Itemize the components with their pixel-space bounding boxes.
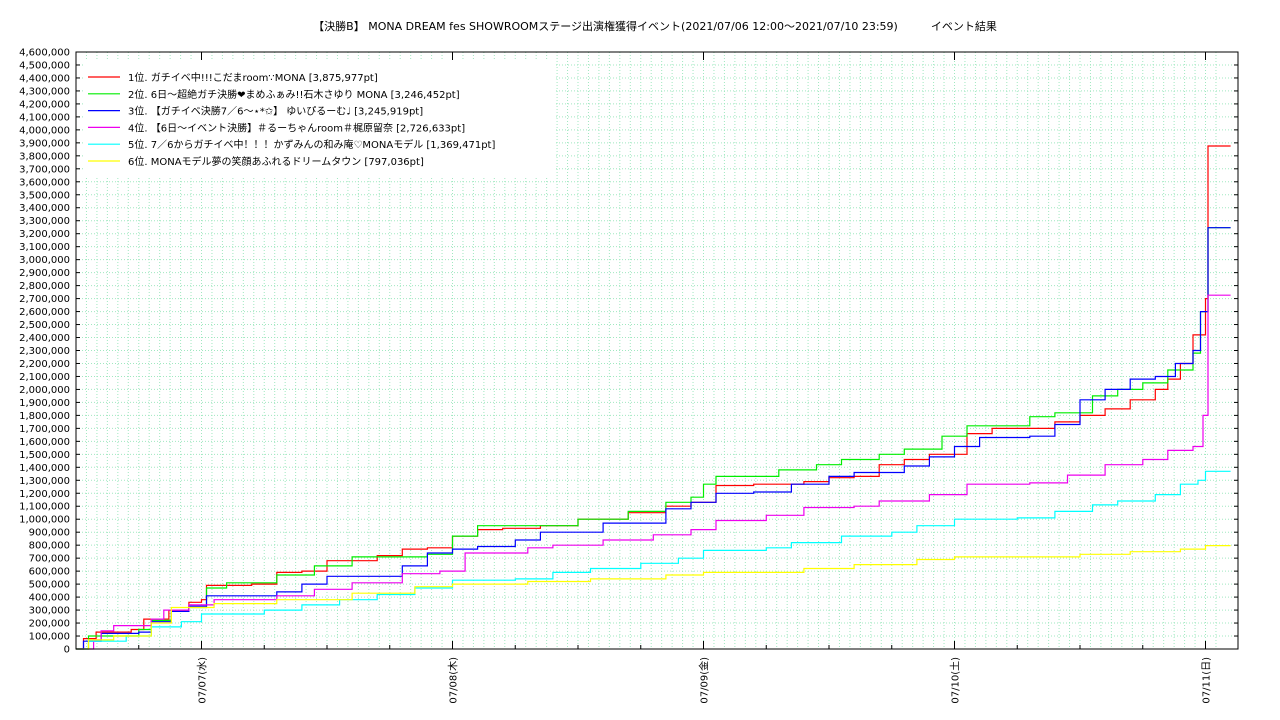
x-tick-label: 07/11(日) bbox=[1202, 657, 1213, 704]
x-tick-label: 07/09(金) bbox=[698, 657, 711, 704]
legend-entry-4: 4位. 【6日〜イベント決勝】＃るーちゃんroom＃梶原留奈 [2,726,63… bbox=[128, 121, 465, 134]
series-lines bbox=[76, 145, 1231, 650]
y-tick-label: 1,300,000 bbox=[19, 476, 70, 487]
y-tick-label: 4,000,000 bbox=[19, 125, 70, 136]
series-line-5 bbox=[76, 470, 1231, 650]
y-tick-label: 100,000 bbox=[29, 632, 70, 643]
y-tick-label: 800,000 bbox=[29, 541, 70, 552]
y-tick-label: 2,500,000 bbox=[19, 320, 70, 331]
y-tick-label: 2,400,000 bbox=[19, 333, 70, 344]
y-tick-label: 2,100,000 bbox=[19, 372, 70, 383]
series-line-3 bbox=[76, 227, 1231, 650]
legend-box bbox=[84, 60, 554, 176]
y-tick-label: 2,900,000 bbox=[19, 268, 70, 279]
legend-entry-2: 2位. 6日〜超絶ガチ決勝❤まめふぁみ!!石木さゆり MONA [3,246,4… bbox=[128, 88, 460, 101]
y-tick-label: 2,700,000 bbox=[19, 294, 70, 305]
y-tick-label: 200,000 bbox=[29, 619, 70, 630]
y-tick-label: 2,800,000 bbox=[19, 281, 70, 292]
y-tick-label: 3,700,000 bbox=[19, 164, 70, 175]
y-tick-label: 1,400,000 bbox=[19, 463, 70, 474]
y-tick-label: 2,600,000 bbox=[19, 307, 70, 318]
y-tick-label: 1,200,000 bbox=[19, 489, 70, 500]
y-tick-label: 1,000,000 bbox=[19, 515, 70, 526]
y-tick-label: 400,000 bbox=[29, 593, 70, 604]
legend-entry-3: 3位. 【ガチイベ決勝7／6〜⋆*✩】 ゆいぴるーむ♩ [3,245,919pt… bbox=[128, 105, 423, 118]
y-tick-label: 0 bbox=[64, 645, 70, 656]
y-tick-label: 3,300,000 bbox=[19, 216, 70, 227]
y-tick-label: 4,200,000 bbox=[19, 99, 70, 110]
y-tick-label: 3,200,000 bbox=[19, 229, 70, 240]
y-tick-label: 4,500,000 bbox=[19, 60, 70, 71]
y-tick-label: 2,000,000 bbox=[19, 385, 70, 396]
y-tick-label: 3,400,000 bbox=[19, 203, 70, 214]
y-tick-label: 4,400,000 bbox=[19, 73, 70, 84]
legend: 1位. ガチイベ中!!!こだまroom∵MONA [3,875,977pt] 2位… bbox=[84, 60, 554, 176]
y-tick-label: 1,700,000 bbox=[19, 424, 70, 435]
legend-entry-1: 1位. ガチイベ中!!!こだまroom∵MONA [3,875,977pt] bbox=[128, 71, 378, 84]
axes: 0 100,000 200,000 300,000 400,000 500,000 600,… bbox=[19, 48, 1238, 704]
x-tick-label: 07/10(土) bbox=[949, 657, 962, 704]
y-tick-label: 2,300,000 bbox=[19, 346, 70, 357]
y-tick-label: 4,600,000 bbox=[19, 48, 70, 59]
x-tick-label: 07/08(木) bbox=[448, 657, 460, 704]
y-tick-label: 3,000,000 bbox=[19, 255, 70, 266]
y-tick-label: 3,500,000 bbox=[19, 190, 70, 201]
y-tick-label: 1,900,000 bbox=[19, 398, 70, 409]
y-tick-label: 600,000 bbox=[29, 567, 70, 578]
legend-entry-5: 5位. 7／6からガチイベ中！！！かずみんの和み庵♡MONAモデル [1,369… bbox=[128, 138, 495, 151]
y-tick-label: 3,900,000 bbox=[19, 138, 70, 149]
legend-entry-6: 6位. MONAモデル夢の笑顔あふれるドリームタウン [797,036pt] bbox=[128, 155, 424, 168]
series-line-2 bbox=[76, 227, 1231, 650]
y-tick-label: 500,000 bbox=[29, 580, 70, 591]
series-line-4 bbox=[76, 294, 1231, 650]
y-tick-label: 1,500,000 bbox=[19, 450, 70, 461]
y-tick-label: 1,100,000 bbox=[19, 502, 70, 513]
chart-title: 【決勝B】 MONA DREAM fes SHOWROOMステージ出演権獲得イベ… bbox=[313, 19, 997, 33]
y-tick-label: 3,800,000 bbox=[19, 151, 70, 162]
y-tick-label: 2,200,000 bbox=[19, 359, 70, 370]
y-tick-label: 4,100,000 bbox=[19, 112, 70, 123]
y-tick-label: 900,000 bbox=[29, 528, 70, 539]
y-tick-label: 3,600,000 bbox=[19, 177, 70, 188]
y-tick-label: 1,600,000 bbox=[19, 437, 70, 448]
y-tick-label: 300,000 bbox=[29, 606, 70, 617]
y-tick-label: 1,800,000 bbox=[19, 411, 70, 422]
y-tick-label: 4,300,000 bbox=[19, 86, 70, 97]
y-tick-label: 3,100,000 bbox=[19, 242, 70, 253]
x-tick-label: 07/07(水) bbox=[197, 657, 209, 704]
y-tick-label: 700,000 bbox=[29, 554, 70, 565]
series-line-6 bbox=[76, 545, 1231, 650]
